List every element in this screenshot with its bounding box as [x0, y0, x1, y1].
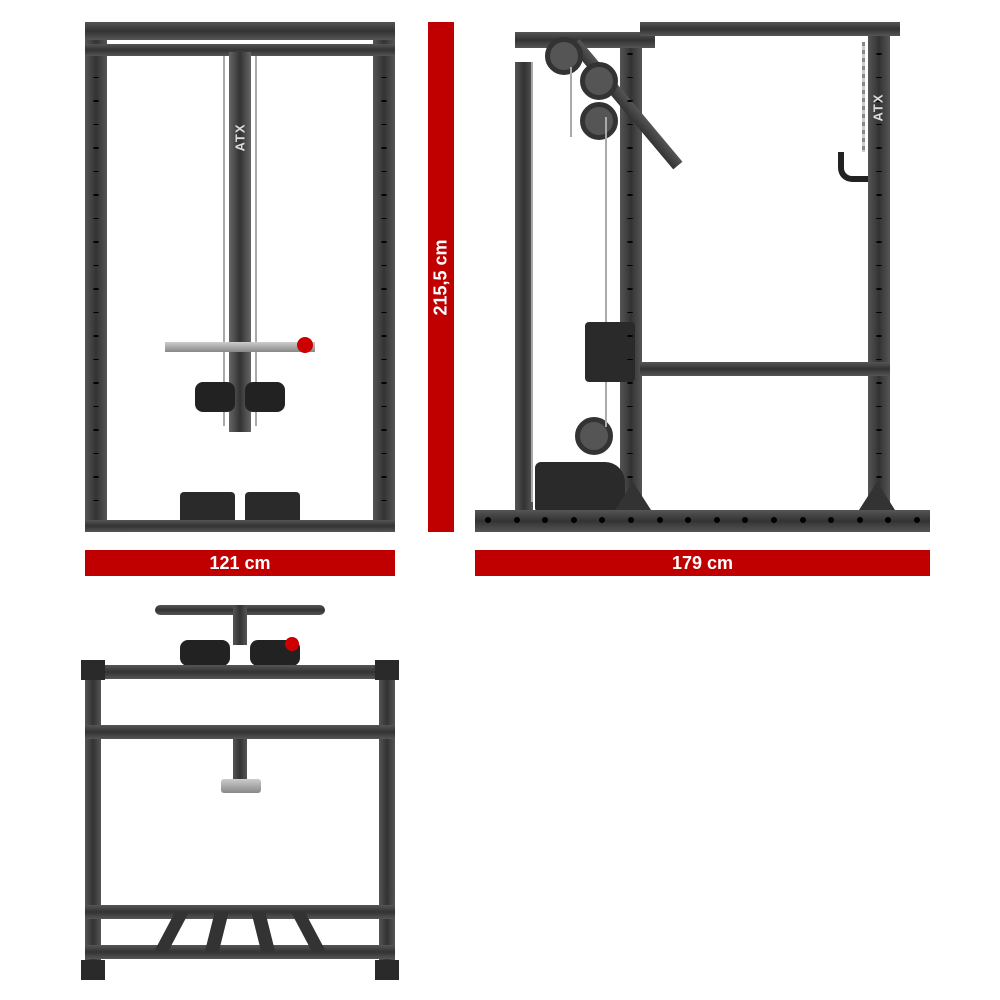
- height-dimension-label: 215,5 cm: [431, 239, 452, 315]
- dimension-diagram: ATX 215,5 cm: [0, 0, 1000, 1000]
- width-dimension-bar: 121 cm: [85, 550, 395, 576]
- brand-label-side: ATX: [871, 78, 886, 122]
- rack-front: ATX: [85, 22, 395, 532]
- side-view: ATX: [475, 22, 930, 532]
- brand-label: ATX: [233, 108, 248, 152]
- top-view: [85, 605, 395, 980]
- width-dimension-label: 121 cm: [209, 553, 270, 574]
- rack-side: ATX: [475, 22, 930, 532]
- depth-dimension-bar: 179 cm: [475, 550, 930, 576]
- rack-top: [85, 605, 395, 980]
- front-view: ATX: [85, 22, 395, 532]
- height-dimension-bar: 215,5 cm: [428, 22, 454, 532]
- depth-dimension-label: 179 cm: [672, 553, 733, 574]
